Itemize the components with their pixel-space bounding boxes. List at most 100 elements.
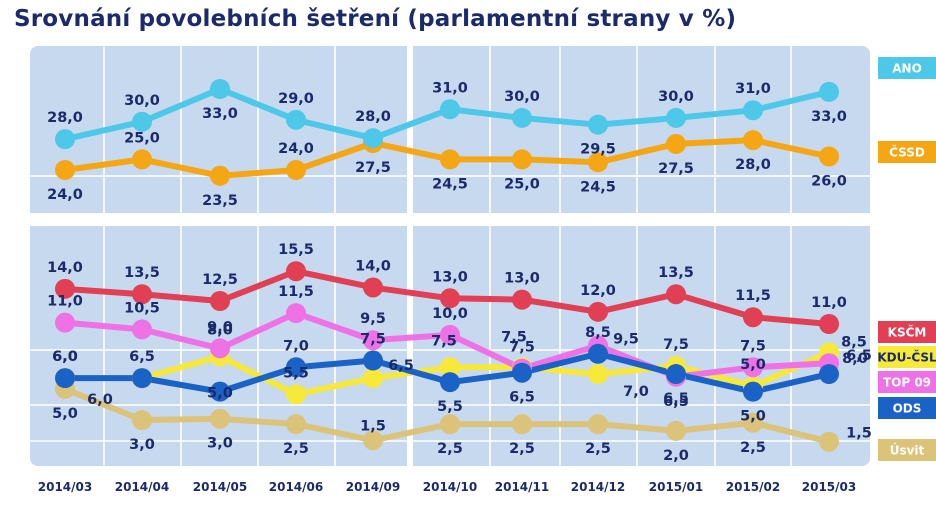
data-label-ods: 6,0 xyxy=(52,349,78,365)
data-point-úsvit xyxy=(666,420,686,441)
data-point-ods xyxy=(363,350,383,371)
plot-background xyxy=(30,46,870,466)
data-label-ano: 29,5 xyxy=(580,142,616,158)
data-point-top-09 xyxy=(363,330,383,351)
data-label-čssd: 24,5 xyxy=(580,179,616,195)
x-tick-label: 2014/05 xyxy=(193,480,247,494)
data-label-úsvit: 5,0 xyxy=(52,406,78,422)
data-label-ods: 6,5 xyxy=(509,390,535,406)
data-label-úsvit: 2,5 xyxy=(283,441,309,457)
data-point-ods xyxy=(743,381,763,402)
data-point-čssd xyxy=(743,130,763,151)
data-label-čssd: 25,0 xyxy=(124,130,160,146)
data-point-čssd xyxy=(440,149,460,170)
data-label-ods: 8,5 xyxy=(585,325,611,341)
data-label-top-09: 9,0 xyxy=(207,319,233,335)
data-point-úsvit xyxy=(210,408,230,429)
data-point-ano xyxy=(286,109,306,130)
data-point-ano xyxy=(819,81,839,102)
data-label-top-09: 10,0 xyxy=(432,306,468,322)
legend-label-top-09: TOP 09 xyxy=(883,376,931,390)
data-point-úsvit xyxy=(743,412,763,433)
data-label-kdu-čsl: 5,0 xyxy=(740,357,766,373)
data-point-čssd xyxy=(210,165,230,186)
data-label-ksčm: 12,0 xyxy=(580,283,616,299)
data-label-ods: 6,5 xyxy=(846,348,872,364)
data-point-čssd xyxy=(286,160,306,180)
data-point-ksčm xyxy=(743,307,763,328)
data-label-úsvit: 1,5 xyxy=(360,418,386,434)
data-point-úsvit xyxy=(819,431,839,452)
data-point-ksčm xyxy=(440,288,460,309)
legend-label-ksčm: KSČM xyxy=(888,325,927,340)
data-point-ano xyxy=(132,111,152,132)
data-label-kdu-čsl: 7,5 xyxy=(501,329,527,345)
data-point-ods xyxy=(666,364,686,385)
legend-box-ano xyxy=(878,57,936,79)
data-label-kdu-čsl: 5,5 xyxy=(283,365,309,381)
data-label-ksčm: 11,5 xyxy=(735,288,771,304)
data-point-čssd xyxy=(132,149,152,170)
data-label-top-09: 7,5 xyxy=(740,338,766,354)
data-point-top-09 xyxy=(132,319,152,340)
data-label-ano: 28,0 xyxy=(355,109,391,125)
data-label-úsvit: 3,0 xyxy=(129,437,155,453)
legend-box-ksčm xyxy=(878,321,936,343)
data-point-ksčm xyxy=(286,261,306,282)
data-point-ksčm xyxy=(55,278,75,299)
data-label-ods: 6,0 xyxy=(87,392,113,408)
data-point-ksčm xyxy=(132,284,152,305)
data-point-ano xyxy=(743,100,763,121)
data-label-ods: 5,0 xyxy=(740,409,766,425)
legend-box-ods xyxy=(878,397,936,419)
data-point-top-09 xyxy=(286,303,306,324)
data-label-ksčm: 13,5 xyxy=(658,265,694,281)
x-tick-label: 2014/10 xyxy=(423,480,477,494)
data-point-ods xyxy=(55,368,75,389)
data-label-ano: 31,0 xyxy=(432,80,468,96)
data-label-kdu-čsl: 8,0 xyxy=(207,322,233,338)
data-label-ano: 30,0 xyxy=(124,93,160,109)
data-point-čssd xyxy=(55,160,75,180)
data-label-ods: 7,5 xyxy=(360,332,386,348)
period-divider xyxy=(407,46,413,466)
data-point-top-09 xyxy=(55,312,75,333)
data-point-ksčm xyxy=(666,284,686,305)
data-label-top-09: 11,0 xyxy=(47,294,83,310)
data-label-ano: 31,0 xyxy=(735,81,771,97)
data-point-ano xyxy=(512,107,532,128)
legend-box-top-09 xyxy=(878,371,936,393)
data-label-top-09: 7,5 xyxy=(509,340,535,356)
data-label-čssd: 25,0 xyxy=(504,176,540,192)
x-tick-label: 2014/06 xyxy=(269,480,323,494)
data-point-ano xyxy=(210,79,230,99)
data-point-ksčm xyxy=(512,289,532,310)
legend-label-ano: ANO xyxy=(892,62,922,76)
legend-label-čssd: ČSSD xyxy=(889,145,925,160)
data-point-čssd xyxy=(588,152,608,173)
data-label-čssd: 24,0 xyxy=(278,141,314,157)
data-point-úsvit xyxy=(512,414,532,435)
data-label-ano: 29,0 xyxy=(278,91,314,107)
data-label-ano: 28,0 xyxy=(47,110,83,126)
data-point-kdu-čsl xyxy=(286,384,306,405)
x-tick-label: 2014/12 xyxy=(571,480,625,494)
data-point-úsvit xyxy=(588,414,608,435)
data-point-úsvit xyxy=(132,410,152,431)
data-point-kdu-čsl xyxy=(588,364,608,385)
data-point-ksčm xyxy=(210,291,230,311)
data-label-kdu-čsl: 7,5 xyxy=(663,337,689,353)
data-label-top-09: 10,5 xyxy=(124,300,160,316)
data-point-ods xyxy=(512,362,532,383)
data-point-ksčm xyxy=(588,301,608,322)
data-label-čssd: 28,0 xyxy=(735,157,771,173)
data-point-top-09 xyxy=(210,338,230,359)
data-point-ods xyxy=(132,368,152,389)
data-label-ods: 5,5 xyxy=(437,399,463,415)
data-label-úsvit: 2,5 xyxy=(509,441,535,457)
legend-box-čssd xyxy=(878,141,936,163)
x-tick-label: 2014/11 xyxy=(495,480,549,494)
data-label-top-09: 11,5 xyxy=(278,284,314,300)
data-point-ods xyxy=(286,357,306,378)
